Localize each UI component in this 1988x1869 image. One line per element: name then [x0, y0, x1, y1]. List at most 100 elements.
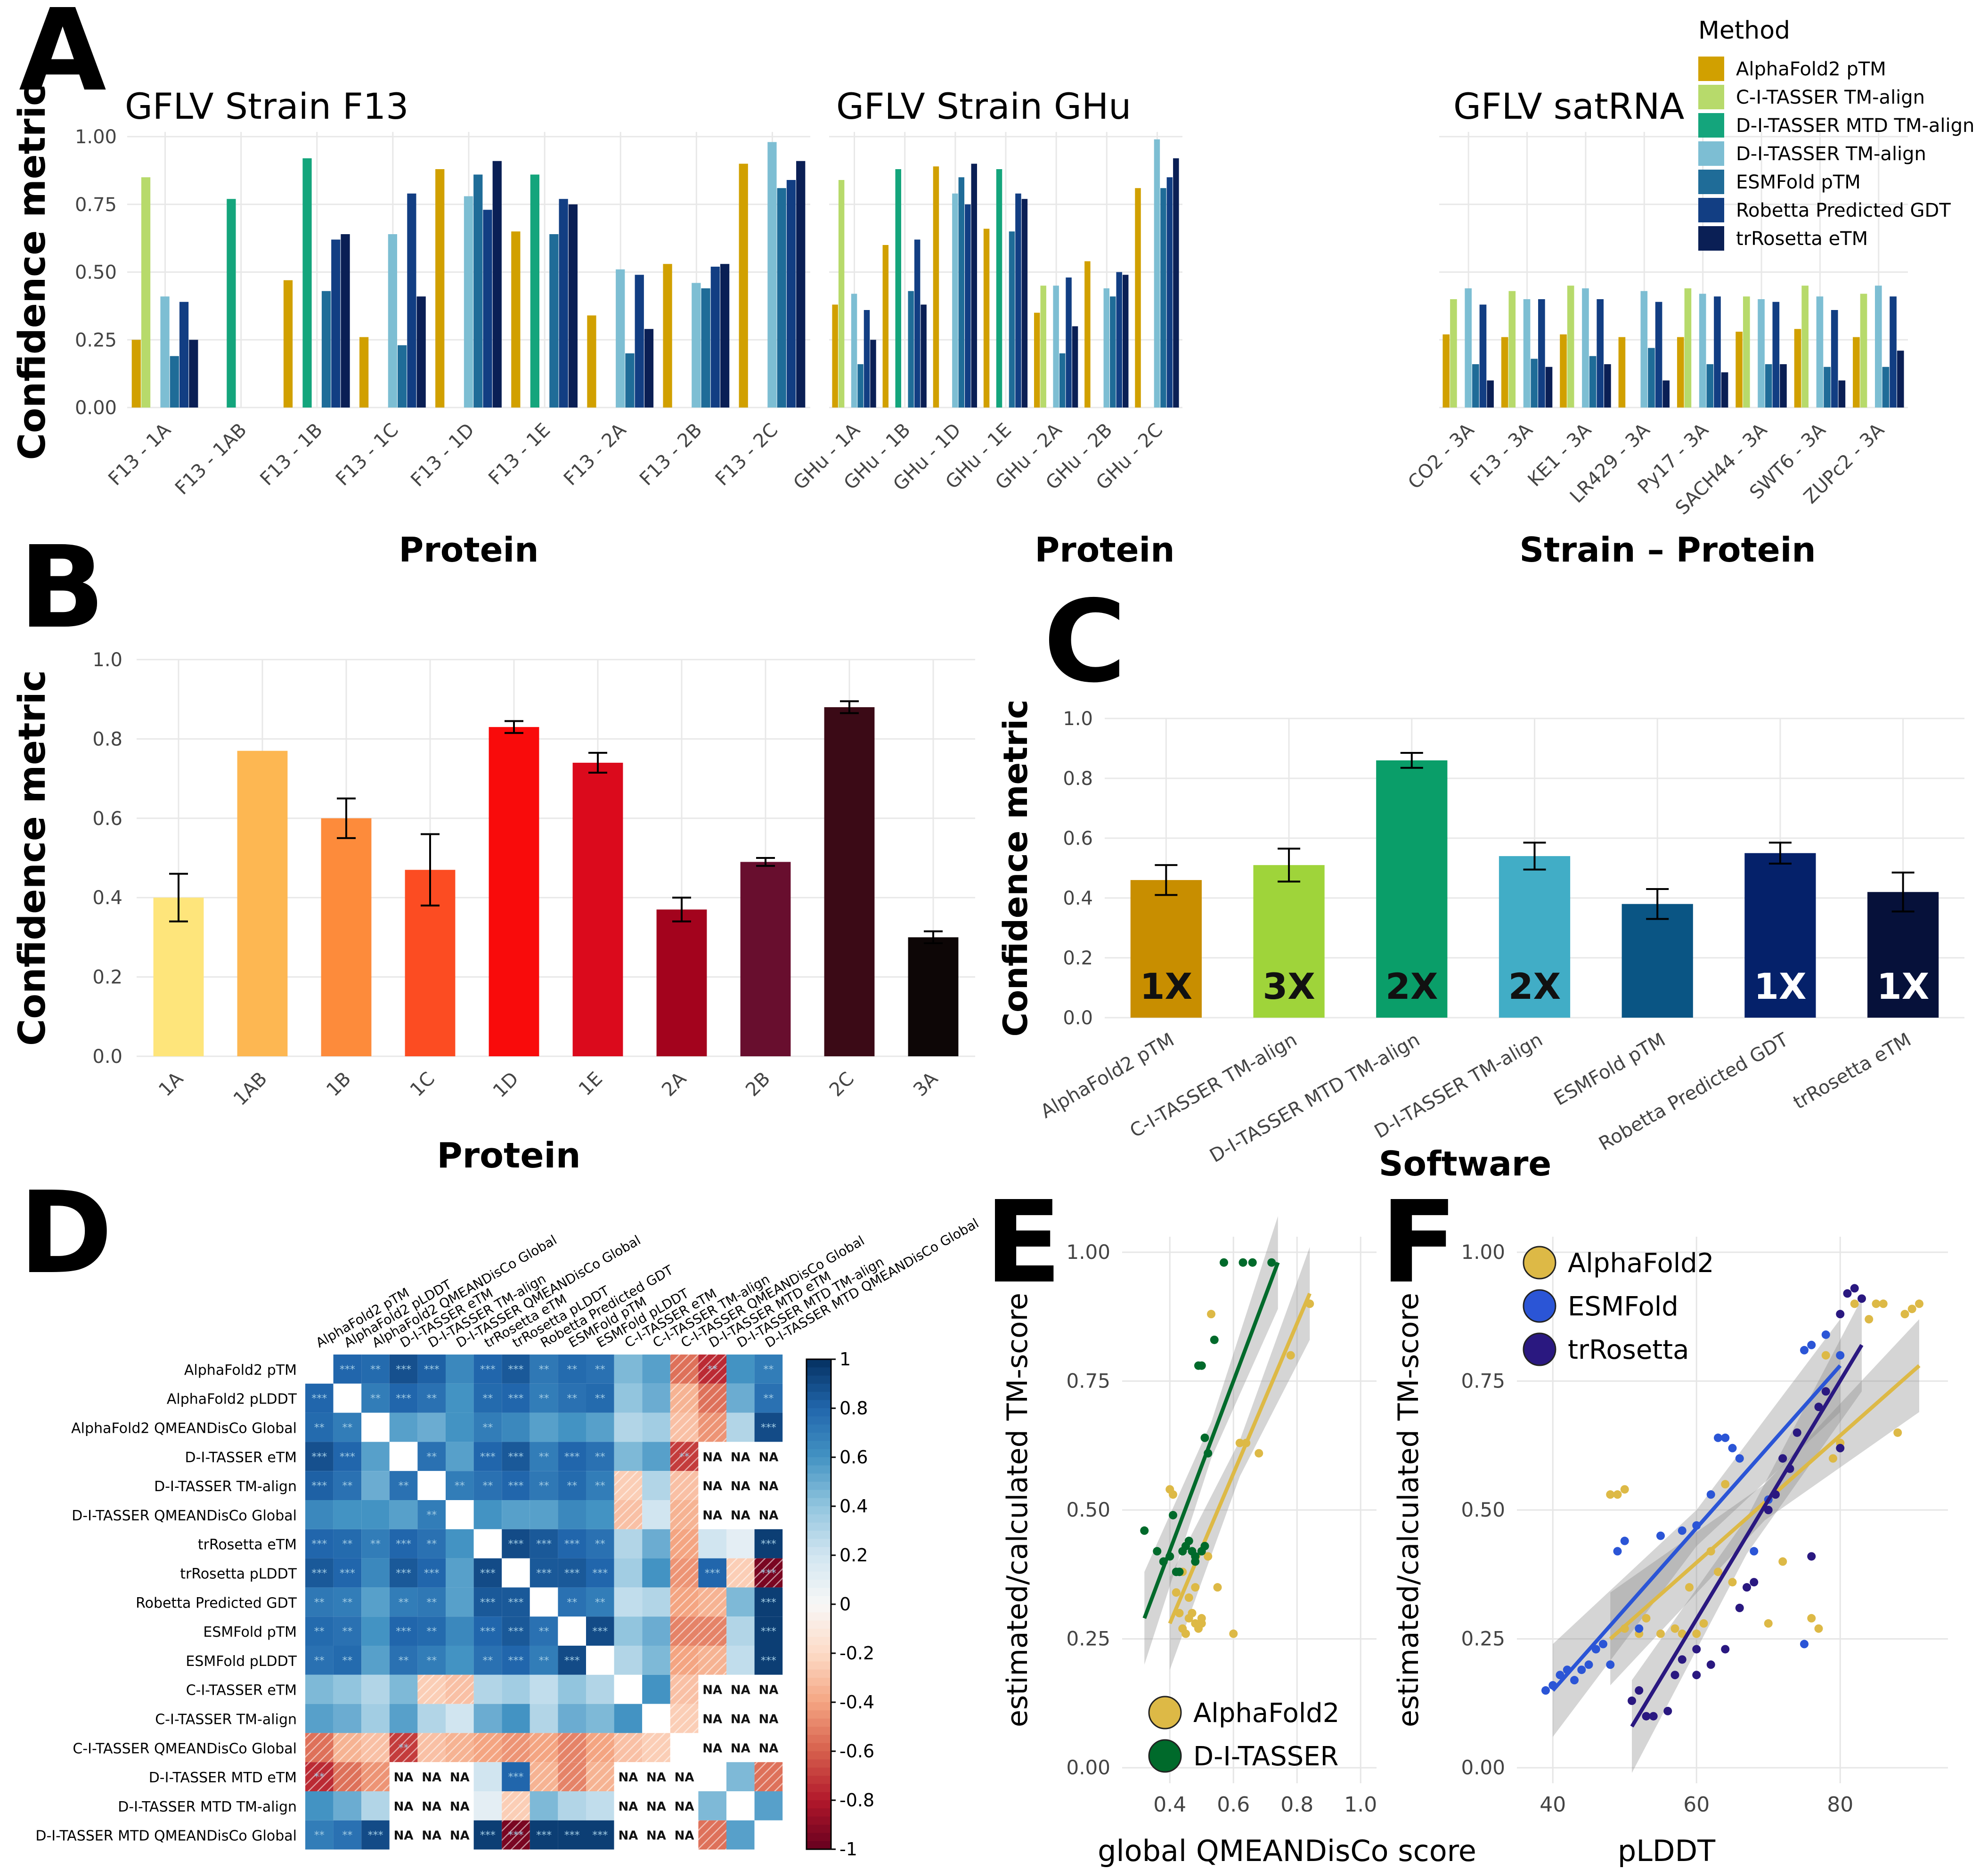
heatmap-na-cell: [754, 1500, 783, 1529]
heatmap-hatch: [698, 1616, 726, 1646]
bar: [160, 296, 170, 408]
scatter-point: [1169, 1510, 1177, 1519]
significance-mark: ***: [564, 1830, 580, 1842]
significance-mark: **: [595, 1539, 605, 1551]
heatmap-cell: [417, 1383, 446, 1413]
scatter-point: [1255, 1449, 1263, 1458]
bar: [796, 161, 806, 408]
scatter-point: [1635, 1624, 1644, 1633]
bar: [492, 161, 502, 408]
colorbar-tick-label: -0.6: [839, 1741, 874, 1762]
heatmap-hatch: [670, 1529, 699, 1559]
bar: [965, 204, 971, 408]
significance-mark: **: [314, 1597, 325, 1608]
colorbar-tick-label: 0: [839, 1594, 851, 1615]
bar: [1721, 372, 1728, 408]
colorbar-step: [807, 1678, 831, 1687]
significance-mark: **: [399, 1655, 409, 1667]
legend-swatch: [1698, 226, 1724, 251]
bar: [153, 898, 204, 1056]
heatmap-cell: [446, 1442, 474, 1471]
y-tick-label: 0.25: [1066, 1627, 1110, 1650]
heatmap-cell: [417, 1616, 446, 1646]
heatmap-hatch: [670, 1587, 699, 1617]
heatmap-cell: [417, 1500, 446, 1529]
heatmap-hatch: [698, 1820, 726, 1850]
significance-mark: ***: [508, 1655, 524, 1667]
heatmap-hatch: [698, 1646, 726, 1675]
bar: [1253, 865, 1325, 1018]
significance-mark: ***: [536, 1539, 552, 1551]
panel-f-letter: F: [1380, 1176, 1458, 1308]
colorbar-step: [807, 1408, 831, 1417]
heatmap-na-cell: [670, 1762, 699, 1791]
heatmap-cell: [642, 1646, 670, 1675]
significance-mark: ***: [311, 1480, 327, 1492]
bar: [1744, 853, 1816, 1018]
colorbar-step: [807, 1637, 831, 1646]
colorbar-step: [807, 1571, 831, 1580]
scatter-point: [1191, 1557, 1200, 1566]
scatter-point: [1197, 1614, 1206, 1623]
heatmap-cell: [530, 1616, 558, 1646]
scatter-point: [1191, 1583, 1200, 1592]
y-tick-label: 0.25: [75, 329, 117, 351]
heatmap-cell: [642, 1500, 670, 1529]
heatmap-na-cell: [389, 1762, 418, 1791]
heatmap-cell: [473, 1442, 502, 1471]
na-label: NA: [394, 1829, 414, 1843]
scatter-point: [1670, 1624, 1679, 1633]
bar: [740, 862, 791, 1056]
colorbar-step: [807, 1629, 831, 1638]
heatmap-cell: [333, 1412, 362, 1442]
scatter-point: [1184, 1593, 1193, 1602]
heatmap-hatch: [698, 1355, 726, 1384]
bar: [1567, 286, 1574, 408]
legend-marker: [1523, 1289, 1556, 1323]
bar: [511, 231, 521, 408]
scatter-point: [1714, 1567, 1722, 1576]
y-tick-label: 0.4: [1063, 888, 1093, 909]
heatmap-na-cell: [614, 1762, 643, 1791]
bar: [572, 762, 623, 1056]
significance-mark: **: [426, 1655, 437, 1667]
facet-title: GFLV Strain F13: [125, 85, 408, 127]
heatmap-na-cell: [614, 1820, 643, 1850]
scatter-point: [1656, 1629, 1665, 1638]
heatmap-cell: [502, 1587, 530, 1617]
na-label: NA: [758, 1509, 778, 1523]
significance-mark: **: [342, 1422, 352, 1434]
heatmap-cell: [642, 1383, 670, 1413]
row-label: AlphaFold2 pTM: [184, 1362, 297, 1379]
scatter-point: [1764, 1506, 1773, 1514]
significance-mark: ***: [480, 1830, 496, 1842]
heatmap-cell: [417, 1412, 446, 1442]
bar: [1166, 177, 1173, 408]
bar: [587, 315, 596, 408]
heatmap-cell: [446, 1355, 474, 1384]
bar: [1487, 380, 1494, 408]
bar: [857, 364, 864, 408]
heatmap-cell: [530, 1791, 558, 1820]
heatmap-cell: [614, 1616, 643, 1646]
heatmap-cell: [642, 1616, 670, 1646]
scatter-point: [1750, 1578, 1759, 1587]
colorbar-step: [807, 1433, 831, 1442]
colorbar-step: [807, 1776, 831, 1785]
heatmap-cell: [726, 1587, 755, 1617]
bar: [895, 169, 901, 408]
bar: [1523, 299, 1531, 408]
scatter-point: [1175, 1567, 1184, 1576]
heatmap-cell: [502, 1412, 530, 1442]
significance-mark: ***: [564, 1539, 580, 1551]
scatter-point: [1220, 1258, 1228, 1267]
heatmap-cell: [333, 1587, 362, 1617]
bar: [616, 269, 625, 408]
legend-label: C-I-TASSER TM-align: [1736, 87, 1925, 108]
heatmap-hatch: [333, 1733, 362, 1763]
heatmap-na-cell: [754, 1674, 783, 1704]
bar-label: 1X: [1877, 965, 1929, 1007]
scatter-point: [1692, 1671, 1701, 1680]
colorbar-step: [807, 1547, 831, 1556]
significance-mark: **: [370, 1364, 381, 1376]
